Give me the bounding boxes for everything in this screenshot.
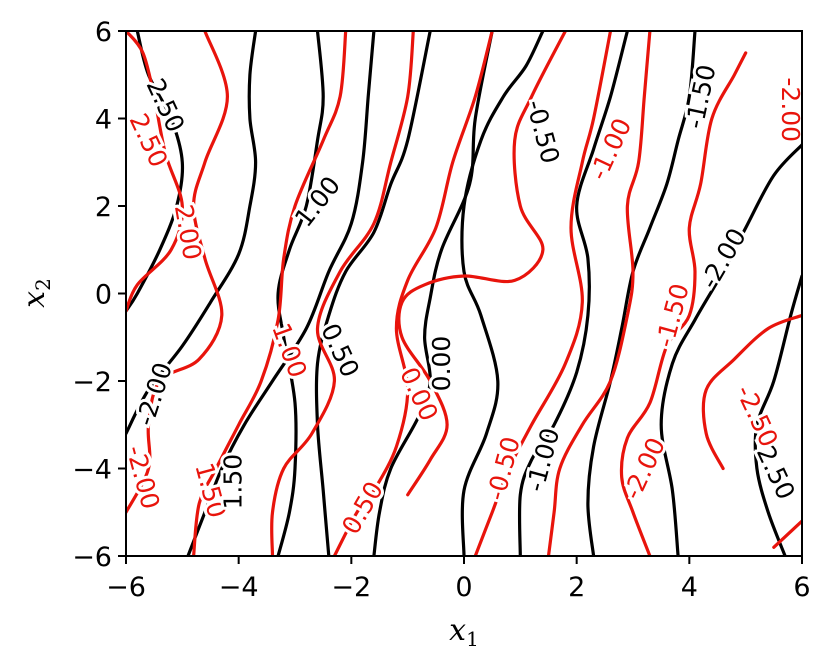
contour-label-black: -0.50 xyxy=(520,97,565,167)
contour-line-red-neg1p5 xyxy=(619,51,748,556)
contour-line-black-neg1 xyxy=(517,31,629,556)
y-tick-label: −4 xyxy=(72,455,112,486)
contour-line-black-neg0p5 xyxy=(460,31,545,556)
y-axis-label: x2 xyxy=(17,278,55,308)
contour-line-black-neg2p5 xyxy=(753,274,802,556)
contour-label-black: -2.00 xyxy=(694,223,751,294)
contour-line-red-0p5 xyxy=(332,31,494,556)
x-tick-label: 4 xyxy=(681,572,698,603)
contour-label-red: -2.00 xyxy=(121,442,166,512)
contour-line-black-1 xyxy=(276,31,325,556)
contour-label-black: 1.50 xyxy=(219,454,248,510)
x-axis-label-base: x xyxy=(449,613,466,648)
x-tick-label: −4 xyxy=(219,572,259,603)
x-tick-label: −6 xyxy=(106,572,146,603)
plot-area: 2.502.502.00 1.001.00 0.50 0.000.00-0.50 -1.… xyxy=(118,30,808,557)
contour-line-black-neg2 xyxy=(659,143,802,556)
y-tick-label: 0 xyxy=(95,280,112,311)
contour-line-red-2 xyxy=(126,31,229,514)
contour-line-red-1p5 xyxy=(192,31,348,556)
y-tick-label: 4 xyxy=(95,105,112,136)
x-axis-label-sub: 1 xyxy=(466,627,479,651)
contour-line-red-neg2p5 xyxy=(772,519,802,549)
contour-line-black-0p5 xyxy=(314,31,432,556)
contour-label-black: -1.50 xyxy=(680,62,722,131)
contour-line-red-0 xyxy=(397,31,567,497)
contour-line-black-2 xyxy=(126,31,258,436)
contour-line-red-neg1 xyxy=(546,31,652,556)
x-tick-label: −2 xyxy=(331,572,371,603)
x-axis: −6 −4 −2 0 2 4 6 xyxy=(106,556,811,603)
y-tick-label: −2 xyxy=(72,367,112,398)
y-axis-label-base: x xyxy=(17,291,52,308)
x-tick-label: 2 xyxy=(568,572,585,603)
y-axis: −6 −4 −2 0 2 4 6 xyxy=(72,17,126,573)
contour-label-red: 2.00 xyxy=(169,202,207,262)
contour-label-red: -2.00 xyxy=(776,77,805,142)
contour-line-red-neg0p5 xyxy=(473,31,613,556)
contour-line-black-0 xyxy=(372,31,494,556)
contour-label-black: 0.00 xyxy=(427,336,456,392)
y-tick-label: 2 xyxy=(95,192,112,223)
y-tick-label: −6 xyxy=(72,542,112,573)
contour-label-red: -2.50 xyxy=(730,381,784,452)
x-axis-label: x1 xyxy=(449,613,479,651)
x-tick-label: 0 xyxy=(455,572,472,603)
contour-line-red-1 xyxy=(270,31,415,556)
x-tick-label: 6 xyxy=(793,572,810,603)
y-axis-label-sub: 2 xyxy=(31,278,55,291)
contour-line-red-neg2 xyxy=(701,313,802,471)
y-tick-label: 6 xyxy=(95,17,112,48)
contour-line-red-2p5 xyxy=(126,31,185,313)
contour-lines xyxy=(126,31,802,556)
contour-label-black: -2.00 xyxy=(130,359,178,429)
contour-line-black-1p5 xyxy=(186,31,376,556)
